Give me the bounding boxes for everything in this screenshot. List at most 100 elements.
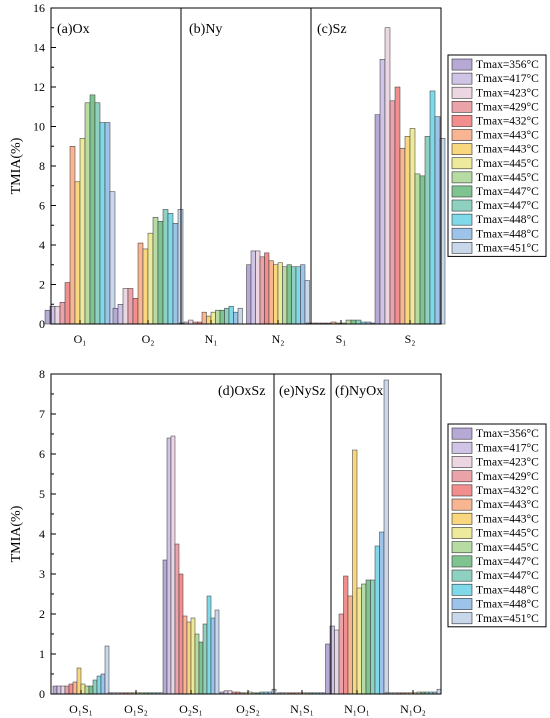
- bar-N₂-0: [246, 264, 252, 325]
- bar-N₂-9: [286, 264, 292, 325]
- legend-label: Tmax=443°C: [476, 499, 539, 511]
- bar-N₂-5: [268, 260, 274, 325]
- bar-O₂-2: [122, 288, 129, 325]
- bar-O₁-7: [79, 138, 86, 325]
- x-tick-label: S₂: [405, 332, 416, 346]
- bar-O₂S₁-4: [178, 573, 184, 695]
- bar-O₁S₁-1: [56, 685, 62, 695]
- bar-N₁-11: [228, 305, 234, 325]
- bar-S₂-10: [424, 136, 431, 325]
- bar-O₁-10: [94, 102, 101, 325]
- top-x-axis: O₁ O₂ N₁ N₂ S₁ S₂: [74, 320, 416, 346]
- legend-swatch: [451, 72, 473, 85]
- y-tick-label: 5: [39, 487, 45, 501]
- bar-O₂-1: [117, 304, 124, 325]
- x-tick-label: O₂S₂: [236, 702, 260, 716]
- y-tick-label: 6: [39, 447, 45, 461]
- y-tick-label: 16: [33, 1, 45, 15]
- bar-N₂-8: [282, 266, 288, 325]
- bar-N₁O₁-13: [383, 379, 389, 695]
- bar-O₂S₁-2: [170, 435, 176, 695]
- legend-swatch: [451, 612, 473, 625]
- bar-O₂S₁-8: [194, 633, 200, 695]
- bar-N₁-12: [233, 311, 239, 325]
- y-tick-label: 8: [39, 367, 45, 381]
- bar-O₂-9: [157, 221, 164, 325]
- bar-O₁-11: [99, 122, 106, 325]
- bar-O₁-3: [59, 302, 66, 325]
- x-tick-label: S₁: [336, 332, 347, 346]
- bottom-x-axis: O₁S₁ O₁S₂ O₂S₁ O₂S₂ N₁S₁ N₁O₁ N₁O₂: [69, 690, 426, 716]
- bar-O₁S₁-3: [64, 685, 70, 695]
- x-tick-label: O₁: [74, 332, 87, 346]
- x-tick-label: N₁: [205, 332, 218, 346]
- bar-O₁S₁-9: [88, 685, 94, 695]
- legend-swatch: [451, 129, 473, 141]
- bar-O₁S₁-6: [76, 667, 82, 695]
- legend-swatch: [451, 598, 473, 610]
- bar-N₁O₁-7: [356, 587, 362, 695]
- y-tick-label: 2: [39, 278, 45, 292]
- bar-O₂S₁-11: [206, 595, 212, 695]
- bar-O₂S₁-12: [210, 617, 216, 695]
- bar-O₂S₁-1: [166, 437, 172, 695]
- legend-swatch: [451, 512, 473, 525]
- bar-N₁O₁-5: [347, 595, 353, 695]
- legend-swatch: [451, 157, 473, 170]
- legend-swatch: [451, 555, 473, 568]
- bar-N₁O₁-8: [361, 583, 367, 695]
- legend-label: Tmax=423°C: [476, 87, 539, 99]
- bottom-y-axis: 0 1 2 3 4 5 6 7 8: [39, 367, 56, 701]
- bar-O₁-8: [84, 102, 91, 325]
- bar-N₁O₁-3: [338, 613, 344, 695]
- bar-O₂-0: [112, 307, 119, 325]
- bar-O₂-8: [152, 217, 159, 325]
- bar-O₂S₁-6: [186, 621, 192, 695]
- legend-label: Tmax=429°C: [476, 471, 539, 483]
- panel-d-title: (d)OxSz: [218, 384, 265, 399]
- y-tick-label: 4: [39, 238, 45, 252]
- bar-N₂-11: [295, 266, 301, 325]
- legend-label: Tmax=448°C: [476, 584, 539, 596]
- legend-label: Tmax=445°C: [476, 542, 539, 554]
- bar-O₂-4: [132, 298, 139, 325]
- panel-c-title: (c)Sz: [317, 22, 347, 37]
- legend-label: Tmax=447°C: [476, 186, 539, 198]
- legend-swatch: [451, 171, 473, 184]
- legend-swatch: [451, 583, 473, 596]
- bar-N₁O₁-0: [325, 643, 331, 695]
- legend-label: Tmax=447°C: [476, 200, 539, 212]
- bar-O₂S₁-7: [190, 617, 196, 695]
- bar-N₁O₁-2: [334, 629, 340, 695]
- bar-O₂-7: [147, 232, 154, 325]
- legend-label: Tmax=417°C: [476, 73, 539, 85]
- bar-N₁O₁-10: [370, 579, 376, 695]
- y-tick-label: 2: [39, 607, 45, 621]
- bar-O₁-2: [54, 305, 61, 325]
- x-tick-label: N₂: [272, 332, 285, 346]
- legend-swatch: [451, 86, 473, 99]
- bar-O₁S₁-4: [68, 683, 74, 695]
- bar-O₂S₁-5: [182, 615, 188, 695]
- bar-N₁-13: [237, 307, 243, 325]
- bar-O₂S₁-3: [174, 543, 180, 695]
- legend-swatch: [451, 115, 473, 127]
- y-tick-label: 3: [39, 567, 45, 581]
- bar-O₁-9: [89, 94, 96, 325]
- bar-N₂-7: [277, 262, 283, 325]
- legend-swatch: [451, 199, 473, 212]
- bar-O₁S₁-12: [100, 673, 106, 695]
- bar-O₁S₁-8: [84, 685, 90, 695]
- bar-S₂-8: [414, 173, 421, 325]
- bar-S₁-8: [345, 319, 352, 325]
- panel-a-title: (a)Ox: [57, 22, 90, 37]
- x-tick-label: O₂: [142, 332, 155, 346]
- bar-N₂-6: [273, 264, 279, 325]
- legend-label: Tmax=448°C: [476, 214, 539, 226]
- legend-label: Tmax=447°C: [476, 556, 539, 568]
- bar-N₁O₁-6: [352, 449, 358, 695]
- bar-N₂-10: [291, 266, 297, 325]
- bottom-chart: 0 1 2 3 4 5 6 7 8 O₁S₁ O₁S₂ O₂S₁ O₂S₂ N₁S₁ N₁O₁ N₁O₂ (…: [9, 367, 547, 716]
- legend-swatch: [451, 527, 473, 539]
